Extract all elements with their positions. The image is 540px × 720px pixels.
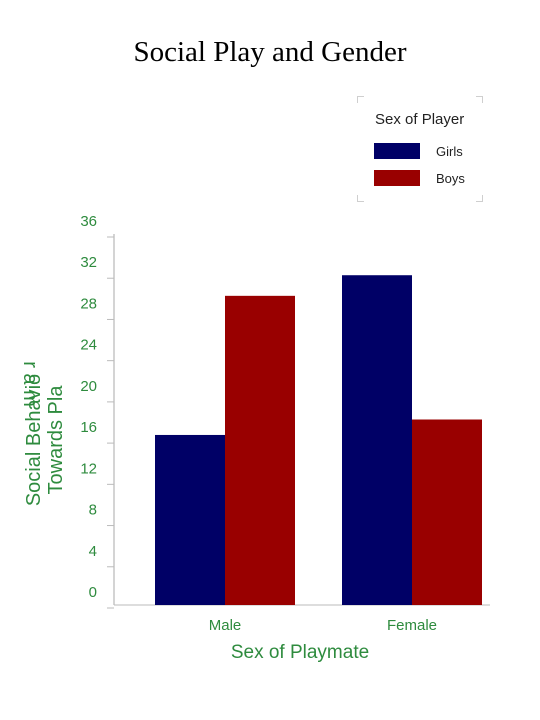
y-axis-title-line-1: Social Behavio [23, 374, 45, 506]
y-tick-label: 12 [80, 460, 97, 477]
legend-title: Sex of Player [375, 111, 465, 128]
bar-boys-female [412, 419, 482, 605]
legend-corner-mark [476, 96, 483, 103]
legend-corner-mark [476, 195, 483, 202]
x-category-label: Female [387, 617, 437, 634]
x-category-label: Male [209, 617, 242, 634]
legend-corner-mark [357, 195, 364, 202]
y-axis-title-line-2: Towards Pla [45, 385, 67, 495]
legend-swatch-girls [374, 143, 420, 159]
legend-swatch-boys [374, 170, 420, 186]
y-tick-label: 16 [80, 419, 97, 436]
y-tick-label: 32 [80, 254, 97, 271]
y-tick-label: 4 [89, 543, 97, 560]
chart-title: Social Play and Gender [133, 36, 407, 68]
y-tick-label: 24 [80, 337, 97, 354]
label-layer: 0 4 8 12 16 20 24 28 32 36 Male Female [80, 213, 437, 634]
bar-girls-male [155, 434, 225, 605]
y-tick-label: 0 [89, 584, 97, 601]
bar-layer [155, 275, 482, 605]
legend: Sex of Player Girls Boys [357, 96, 483, 202]
legend-label-girls: Girls [436, 144, 463, 159]
x-axis-title: Sex of Playmate [231, 642, 369, 663]
y-axis-title: Social Behavio Towards Pla [23, 374, 67, 506]
y-tick-label: 36 [80, 213, 97, 230]
bar-girls-female [342, 275, 412, 605]
legend-label-boys: Boys [436, 171, 465, 186]
y-tick-label: 28 [80, 295, 97, 312]
legend-corner-mark [357, 96, 364, 103]
y-axis-title-fragment-text: r a m [19, 361, 41, 407]
y-axis-title-fragment: r a m [19, 361, 41, 407]
y-tick-label: 8 [89, 502, 97, 519]
bar-boys-male [225, 295, 295, 605]
y-tick-label: 20 [80, 378, 97, 395]
